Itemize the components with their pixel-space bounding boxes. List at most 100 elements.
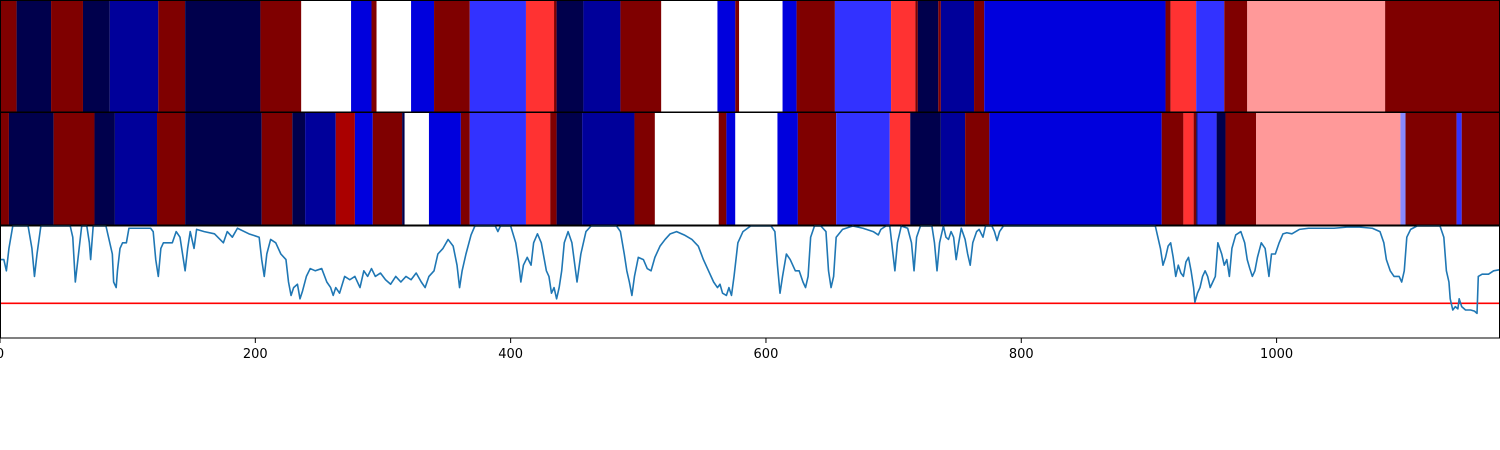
series-line (0, 225, 1500, 315)
segment-1-24 (718, 113, 727, 225)
segment-1-17 (469, 113, 526, 225)
segment-1-1 (8, 113, 54, 225)
segment-0-39 (1385, 1, 1500, 112)
segment-1-19 (550, 113, 557, 225)
segment-0-38 (1247, 1, 1386, 112)
segment-0-28 (915, 1, 918, 112)
segment-1-16 (460, 113, 470, 225)
segment-0-30 (938, 1, 941, 112)
segment-0-11 (376, 1, 412, 112)
x-tick-label-3: 600 (754, 347, 779, 362)
segment-0-21 (717, 1, 736, 112)
segment-1-39 (1197, 113, 1217, 225)
segment-0-18 (583, 1, 621, 112)
x-tick-label-1: 200 (243, 347, 268, 362)
segment-1-10 (335, 113, 355, 225)
segment-0-36 (1196, 1, 1225, 112)
x-tick-label-0: 0 (0, 347, 4, 362)
segment-0-14 (469, 1, 526, 112)
segment-0-12 (411, 1, 435, 112)
segment-1-34 (989, 113, 1162, 225)
heatmap-panel-middle (0, 112, 1500, 226)
segment-0-25 (796, 1, 835, 112)
segment-0-6 (185, 1, 261, 112)
segment-1-36 (1183, 113, 1194, 225)
segment-1-31 (910, 113, 941, 225)
segment-0-33 (984, 1, 1166, 112)
segment-0-17 (556, 1, 584, 112)
segment-0-26 (834, 1, 892, 112)
segment-1-23 (654, 113, 719, 225)
segment-1-45 (1456, 113, 1462, 225)
segment-0-32 (974, 1, 985, 112)
segment-0-37 (1224, 1, 1248, 112)
segment-1-20 (556, 113, 583, 225)
segment-0-15 (525, 1, 555, 112)
segment-0-3 (82, 1, 110, 112)
segment-1-4 (114, 113, 158, 225)
segment-1-7 (261, 113, 293, 225)
segment-1-9 (305, 113, 336, 225)
segment-1-6 (185, 113, 262, 225)
segment-0-20 (661, 1, 718, 112)
segment-1-5 (157, 113, 186, 225)
segment-0-16 (554, 1, 557, 112)
segment-1-28 (797, 113, 837, 225)
segment-1-13 (402, 113, 405, 225)
segment-0-23 (739, 1, 783, 112)
segment-1-18 (525, 113, 551, 225)
segment-0-9 (351, 1, 372, 112)
segment-0-29 (917, 1, 939, 112)
segment-1-43 (1400, 113, 1406, 225)
segment-0-24 (782, 1, 797, 112)
segment-1-26 (735, 113, 778, 225)
segment-1-25 (726, 113, 736, 225)
segment-0-5 (158, 1, 186, 112)
segment-1-30 (889, 113, 911, 225)
x-tick-label-4: 800 (1009, 347, 1034, 362)
segment-1-46 (1461, 113, 1500, 225)
segment-1-8 (292, 113, 306, 225)
segment-1-33 (965, 113, 990, 225)
line-panel-bottom (0, 225, 1500, 339)
segment-1-21 (582, 113, 635, 225)
segment-0-10 (371, 1, 377, 112)
x-tick-label-5: 1000 (1260, 347, 1293, 362)
segment-1-0 (0, 113, 9, 225)
segment-0-4 (109, 1, 159, 112)
segment-0-19 (620, 1, 662, 112)
segment-0-22 (735, 1, 740, 112)
segment-1-27 (777, 113, 798, 225)
segment-1-12 (372, 113, 403, 225)
segment-0-27 (891, 1, 916, 112)
segment-1-14 (404, 113, 429, 225)
segment-1-22 (634, 113, 655, 225)
segment-1-37 (1193, 113, 1197, 225)
segment-1-44 (1405, 113, 1457, 225)
x-tick-label-2: 400 (498, 347, 523, 362)
segment-1-29 (836, 113, 890, 225)
x-axis: 0 200 400 600 800 1000 (0, 338, 1293, 362)
segment-1-11 (354, 113, 373, 225)
segment-1-42 (1256, 113, 1401, 225)
segment-1-3 (94, 113, 115, 225)
segment-0-13 (434, 1, 470, 112)
segment-1-32 (940, 113, 966, 225)
segment-1-38 (1196, 113, 1198, 225)
segment-0-34 (1165, 1, 1171, 112)
segment-0-8 (301, 1, 352, 112)
panel-frame-2 (0, 225, 1500, 339)
heatmap-panel-top (0, 0, 1500, 113)
segment-1-40 (1216, 113, 1226, 225)
segment-0-0 (0, 1, 17, 112)
segment-0-35 (1170, 1, 1197, 112)
segment-1-41 (1225, 113, 1257, 225)
segment-0-7 (260, 1, 302, 112)
segment-0-1 (16, 1, 52, 112)
segment-1-2 (53, 113, 95, 225)
segment-0-31 (940, 1, 975, 112)
segment-1-15 (428, 113, 461, 225)
segment-0-2 (51, 1, 83, 112)
segment-1-35 (1161, 113, 1184, 225)
